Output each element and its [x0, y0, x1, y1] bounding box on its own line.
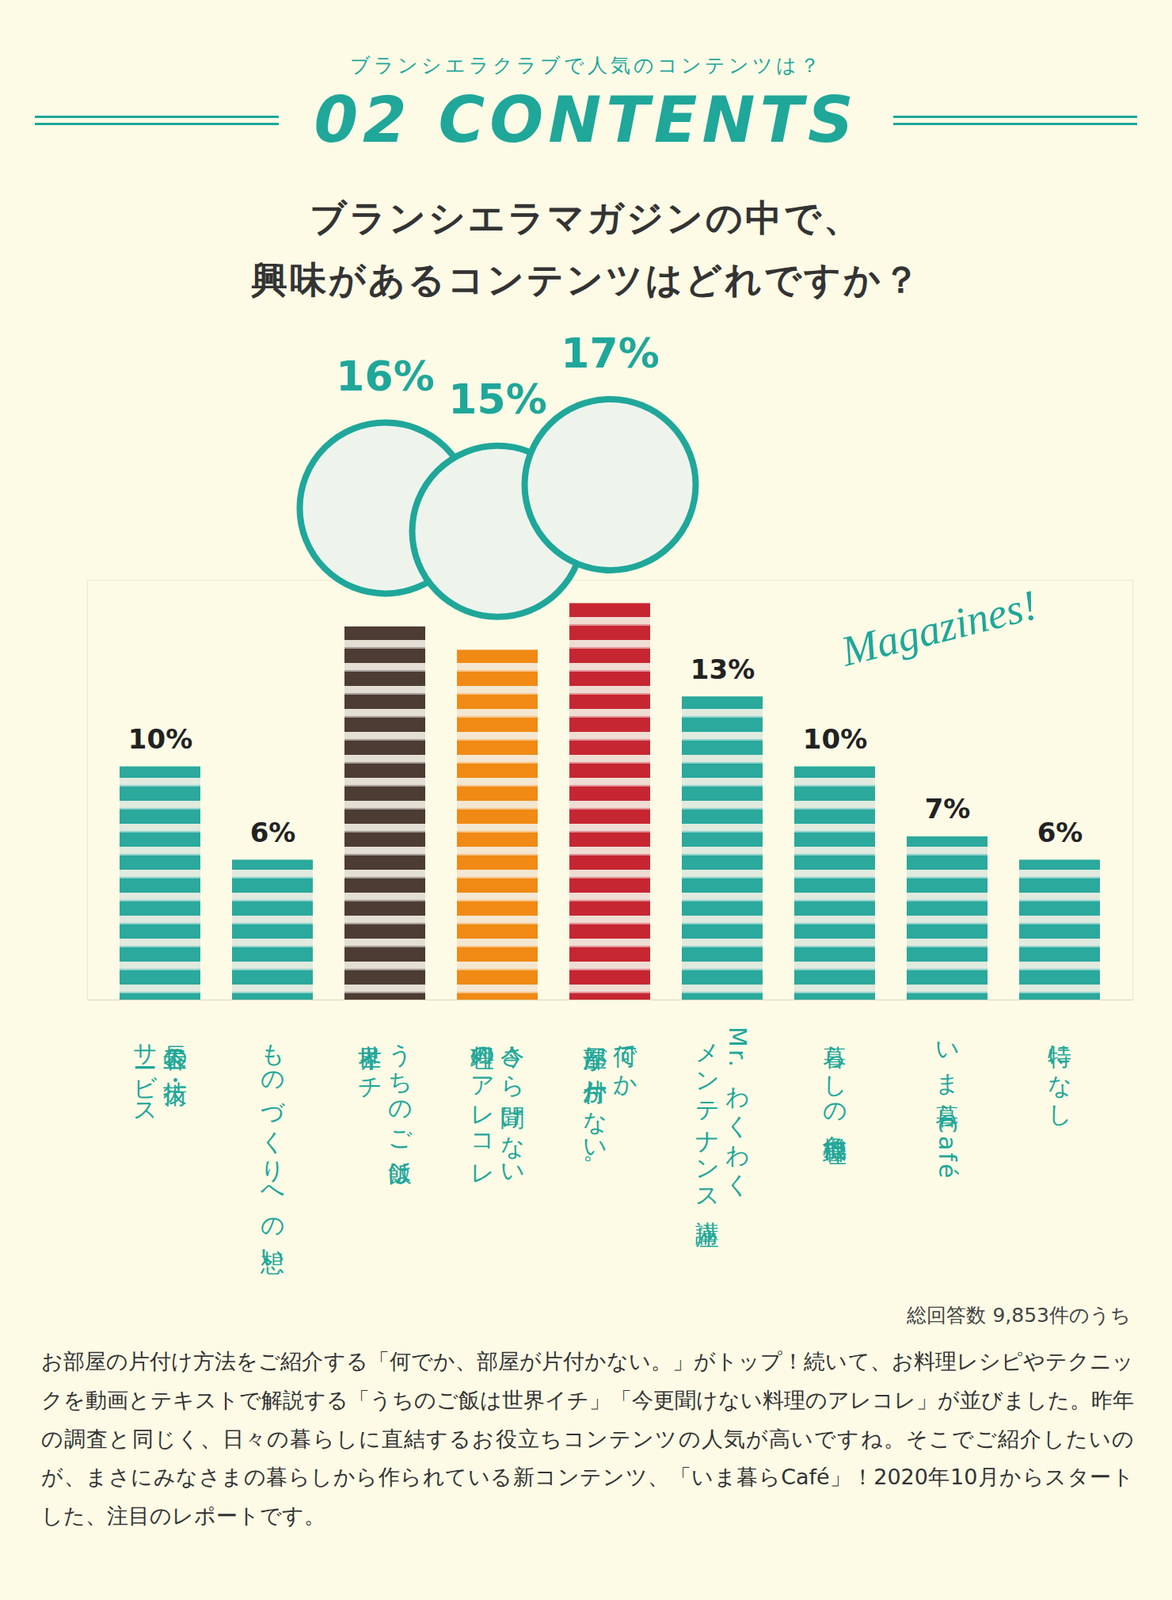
- html-text:長谷工の技術・ サービス: 長谷工の技術・ サービス: [131, 1026, 189, 1117]
- svg-text:10%: 10%: [128, 722, 193, 755]
- html-text:ブランシエラマガジンの中で、 興味があるコンテンツはどれです: ブランシエラマガジンの中で、 興味があるコンテンツはどれですか？: [250, 196, 922, 302]
- svg-text:6%: 6%: [1037, 816, 1084, 849]
- html-text:ブランシエラクラブで人気のコンテンツは？: ブランシエラクラブで人気のコンテンツは？: [349, 53, 823, 77]
- html-text:Magazines!: Magazines!: [836, 581, 1042, 676]
- html-text:いま暮らCafé: いま暮らCafé: [933, 1026, 962, 1181]
- html-text:暮らしの危機管理: 暮らしの危機管理: [821, 1026, 849, 1127]
- html-text:うちのご飯は 世界イチ: うちのご飯は 世界イチ: [356, 1026, 414, 1176]
- svg-text:15%: 15%: [448, 376, 547, 424]
- html-text:Mr.わくわく メンテナンス講座: Mr.わくわく メンテナンス講座: [693, 1026, 752, 1208]
- html-text:お部屋の片付け方法をご紹介する「何でか、部屋が片付かない。」: お部屋の片付け方法をご紹介する「何でか、部屋が片付かない。」がトップ！続いて、お…: [41, 1348, 1134, 1528]
- html-text:総回答数 9,853件のうち: 総回答数 9,853件のうち: [907, 1303, 1131, 1327]
- html-text:02 CONTENTS: 02 CONTENTS: [313, 83, 859, 157]
- html-text:特になし: 特になし: [1045, 1026, 1074, 1117]
- svg-text:7%: 7%: [924, 793, 971, 826]
- svg-text:16%: 16%: [335, 352, 434, 400]
- svg-text:13%: 13%: [690, 653, 755, 685]
- html-text:今さら聞けない 料理のアレコレ: 今さら聞けない 料理のアレコレ: [468, 1026, 527, 1178]
- svg-text:6%: 6%: [250, 816, 297, 849]
- html-text:何でか、 部屋が片付かない。: 何でか、 部屋が片付かない。: [581, 1026, 639, 1180]
- svg-text:17%: 17%: [560, 329, 659, 377]
- html-text:ものづくりへの想い: ものづくりへの想い: [258, 1026, 287, 1264]
- svg-text:10%: 10%: [802, 722, 868, 755]
